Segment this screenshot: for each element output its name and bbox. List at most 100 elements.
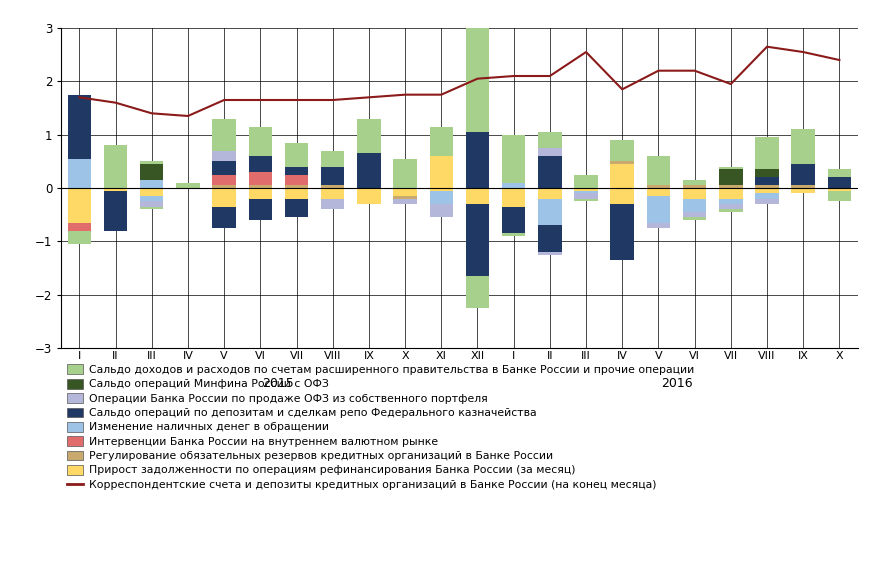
Bar	[140, 162, 164, 164]
Legend: Сальдо доходов и расходов по счетам расширенного правительства в Банке России и : Сальдо доходов и расходов по счетам расш…	[66, 365, 695, 490]
Bar	[394, 188, 416, 196]
Bar	[284, 142, 308, 167]
Bar	[394, 199, 416, 204]
Bar	[682, 185, 706, 188]
Bar	[647, 156, 670, 185]
Bar	[466, 276, 489, 308]
Bar	[538, 226, 562, 252]
Bar	[430, 127, 453, 156]
Bar	[538, 148, 562, 156]
Bar	[466, 204, 489, 276]
Text: 2015: 2015	[262, 377, 294, 390]
Bar	[792, 185, 815, 188]
Bar	[248, 156, 272, 172]
Bar	[140, 196, 164, 201]
Bar	[140, 164, 164, 180]
Bar	[248, 199, 272, 220]
Bar	[538, 252, 562, 255]
Bar	[248, 127, 272, 156]
Bar	[792, 130, 815, 164]
Bar	[647, 185, 670, 188]
Bar	[574, 199, 598, 201]
Bar	[755, 188, 779, 194]
Bar	[213, 185, 236, 188]
Bar	[611, 188, 634, 204]
Bar	[248, 185, 272, 188]
Bar	[140, 201, 164, 206]
Bar	[213, 188, 236, 206]
Bar	[502, 188, 525, 206]
Bar	[284, 185, 308, 188]
Bar	[430, 156, 453, 188]
Bar	[321, 185, 345, 188]
Bar	[357, 153, 381, 188]
Bar	[574, 188, 598, 191]
Bar	[430, 188, 453, 191]
Bar	[284, 199, 308, 217]
Bar	[792, 188, 815, 194]
Bar	[213, 174, 236, 185]
Bar	[574, 194, 598, 199]
Bar	[719, 188, 743, 199]
Bar	[67, 223, 91, 231]
Bar	[104, 188, 127, 191]
Bar	[611, 164, 634, 188]
Bar	[538, 156, 562, 188]
Bar	[502, 183, 525, 188]
Bar	[719, 169, 743, 185]
Bar	[213, 206, 236, 228]
Bar	[104, 191, 127, 231]
Bar	[357, 188, 381, 204]
Bar	[755, 177, 779, 185]
Text: 2016: 2016	[661, 377, 692, 390]
Bar	[67, 159, 91, 188]
Bar	[828, 169, 851, 177]
Bar	[321, 188, 345, 199]
Bar	[682, 217, 706, 220]
Bar	[719, 204, 743, 209]
Bar	[248, 188, 272, 199]
Bar	[67, 231, 91, 244]
Bar	[682, 180, 706, 185]
Bar	[284, 174, 308, 185]
Bar	[104, 145, 127, 188]
Bar	[213, 151, 236, 162]
Bar	[755, 194, 779, 199]
Bar	[611, 204, 634, 260]
Bar	[538, 132, 562, 148]
Bar	[140, 188, 164, 196]
Bar	[647, 196, 670, 223]
Bar	[357, 119, 381, 153]
Bar	[502, 233, 525, 236]
Bar	[502, 135, 525, 183]
Bar	[430, 204, 453, 217]
Bar	[466, 188, 489, 204]
Bar	[828, 177, 851, 188]
Bar	[140, 180, 164, 188]
Bar	[284, 167, 308, 174]
Bar	[321, 199, 345, 209]
Bar	[647, 223, 670, 228]
Bar	[647, 188, 670, 196]
Bar	[430, 191, 453, 204]
Bar	[213, 162, 236, 174]
Bar	[394, 159, 416, 188]
Bar	[792, 164, 815, 185]
Bar	[284, 188, 308, 199]
Bar	[828, 191, 851, 201]
Bar	[719, 209, 743, 212]
Bar	[682, 199, 706, 212]
Bar	[248, 172, 272, 185]
Bar	[67, 95, 91, 159]
Bar	[755, 199, 779, 204]
Bar	[719, 199, 743, 204]
Bar	[466, 25, 489, 132]
Bar	[140, 206, 164, 209]
Bar	[502, 206, 525, 233]
Bar	[611, 162, 634, 164]
Bar	[828, 188, 851, 191]
Bar	[321, 151, 345, 167]
Bar	[755, 137, 779, 169]
Bar	[611, 140, 634, 162]
Bar	[538, 199, 562, 226]
